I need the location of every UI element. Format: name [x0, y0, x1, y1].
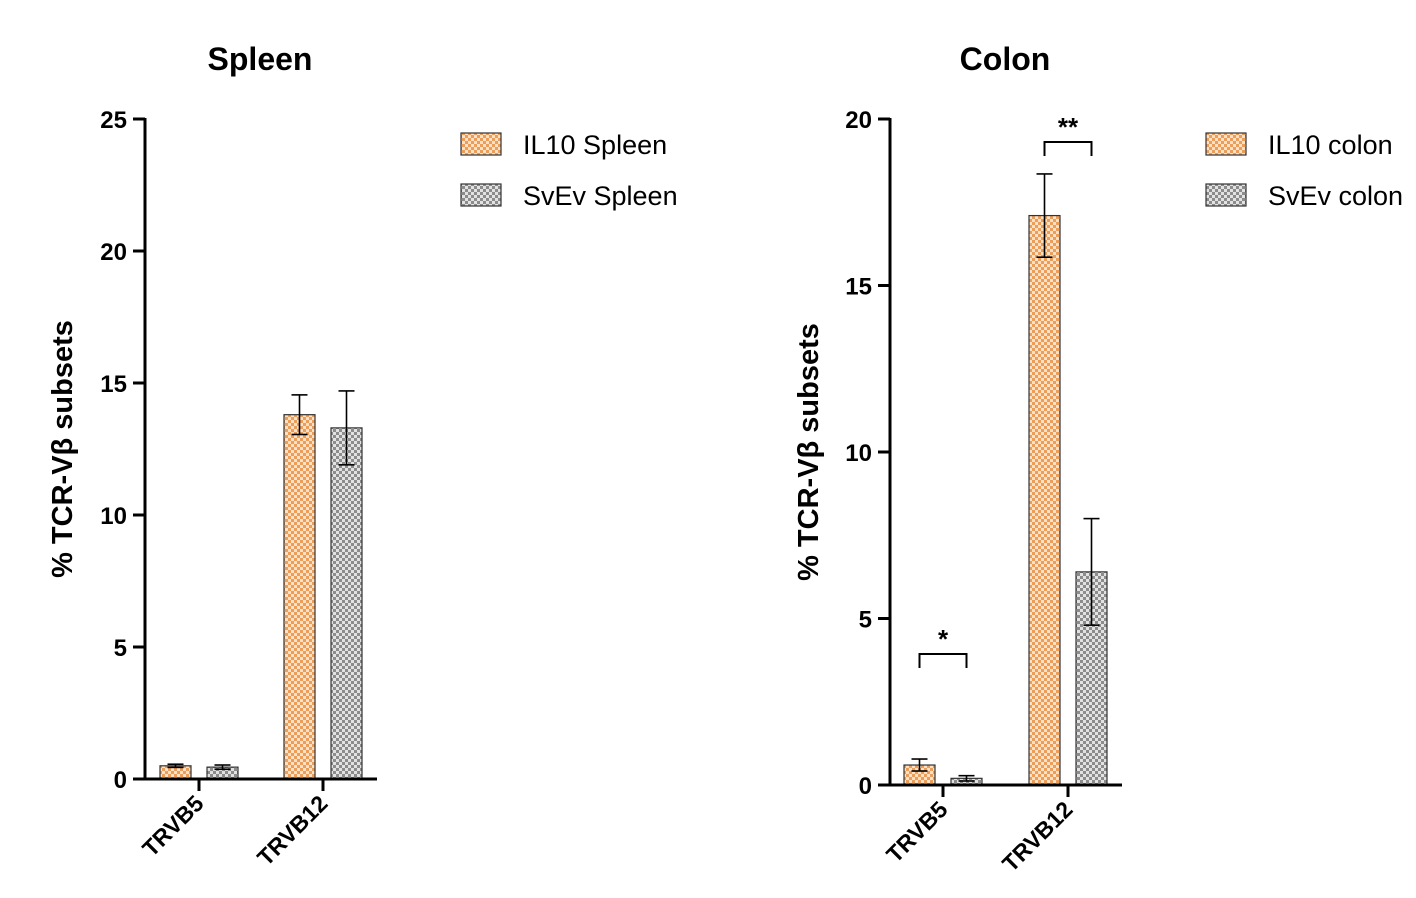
- chart-panel-spleen: Spleen % TCR-Vβ subsets 0 5 10 15 20 25 TRVB5 TRV…: [47, 41, 678, 871]
- y-tick-label: 5: [114, 635, 127, 662]
- significance-label: **: [1058, 112, 1079, 142]
- legend-swatch: [1205, 183, 1247, 207]
- y-tick-label: 0: [114, 767, 127, 794]
- bar: [1028, 214, 1061, 786]
- y-tick-label: 10: [100, 503, 127, 530]
- legend-label: IL10 Spleen: [523, 130, 667, 160]
- legend-swatch: [460, 183, 502, 207]
- y-tick-label: 0: [859, 773, 872, 800]
- y-axis-label: % TCR-Vβ subsets: [47, 320, 79, 578]
- x-tick-label: TRVB5: [137, 790, 209, 862]
- x-tick-label: TRVB12: [997, 796, 1077, 876]
- y-tick-label: 15: [100, 371, 127, 398]
- legend-swatch: [460, 132, 502, 156]
- chart-panel-colon: Colon % TCR-Vβ subsets 0 5 10 15 20 TRVB5 TRVB12…: [793, 41, 1403, 877]
- bar: [330, 427, 363, 780]
- legend-label: IL10 colon: [1268, 130, 1393, 160]
- y-tick-label: 10: [845, 440, 872, 467]
- y-tick-label: 15: [845, 274, 872, 301]
- legend: IL10 Spleen SvEv Spleen: [460, 130, 678, 211]
- legend-label: SvEv colon: [1268, 181, 1403, 211]
- significance-label: *: [938, 624, 949, 654]
- y-tick-label: 20: [100, 239, 127, 266]
- legend-swatch: [1205, 132, 1247, 156]
- y-axis-label: % TCR-Vβ subsets: [793, 323, 825, 581]
- y-tick-label: 5: [859, 607, 872, 634]
- significance-bracket: [1043, 140, 1093, 156]
- y-tick-label: 25: [100, 107, 127, 134]
- legend-label: SvEv Spleen: [523, 181, 678, 211]
- legend: IL10 colon SvEv colon: [1205, 130, 1403, 211]
- chart-title: Spleen: [208, 41, 313, 77]
- x-tick-label: TRVB5: [881, 796, 953, 868]
- chart-title: Colon: [960, 41, 1051, 77]
- significance-bracket: [918, 653, 968, 669]
- x-tick-label: TRVB12: [252, 790, 332, 870]
- bar: [283, 414, 316, 780]
- y-tick-label: 20: [845, 107, 872, 134]
